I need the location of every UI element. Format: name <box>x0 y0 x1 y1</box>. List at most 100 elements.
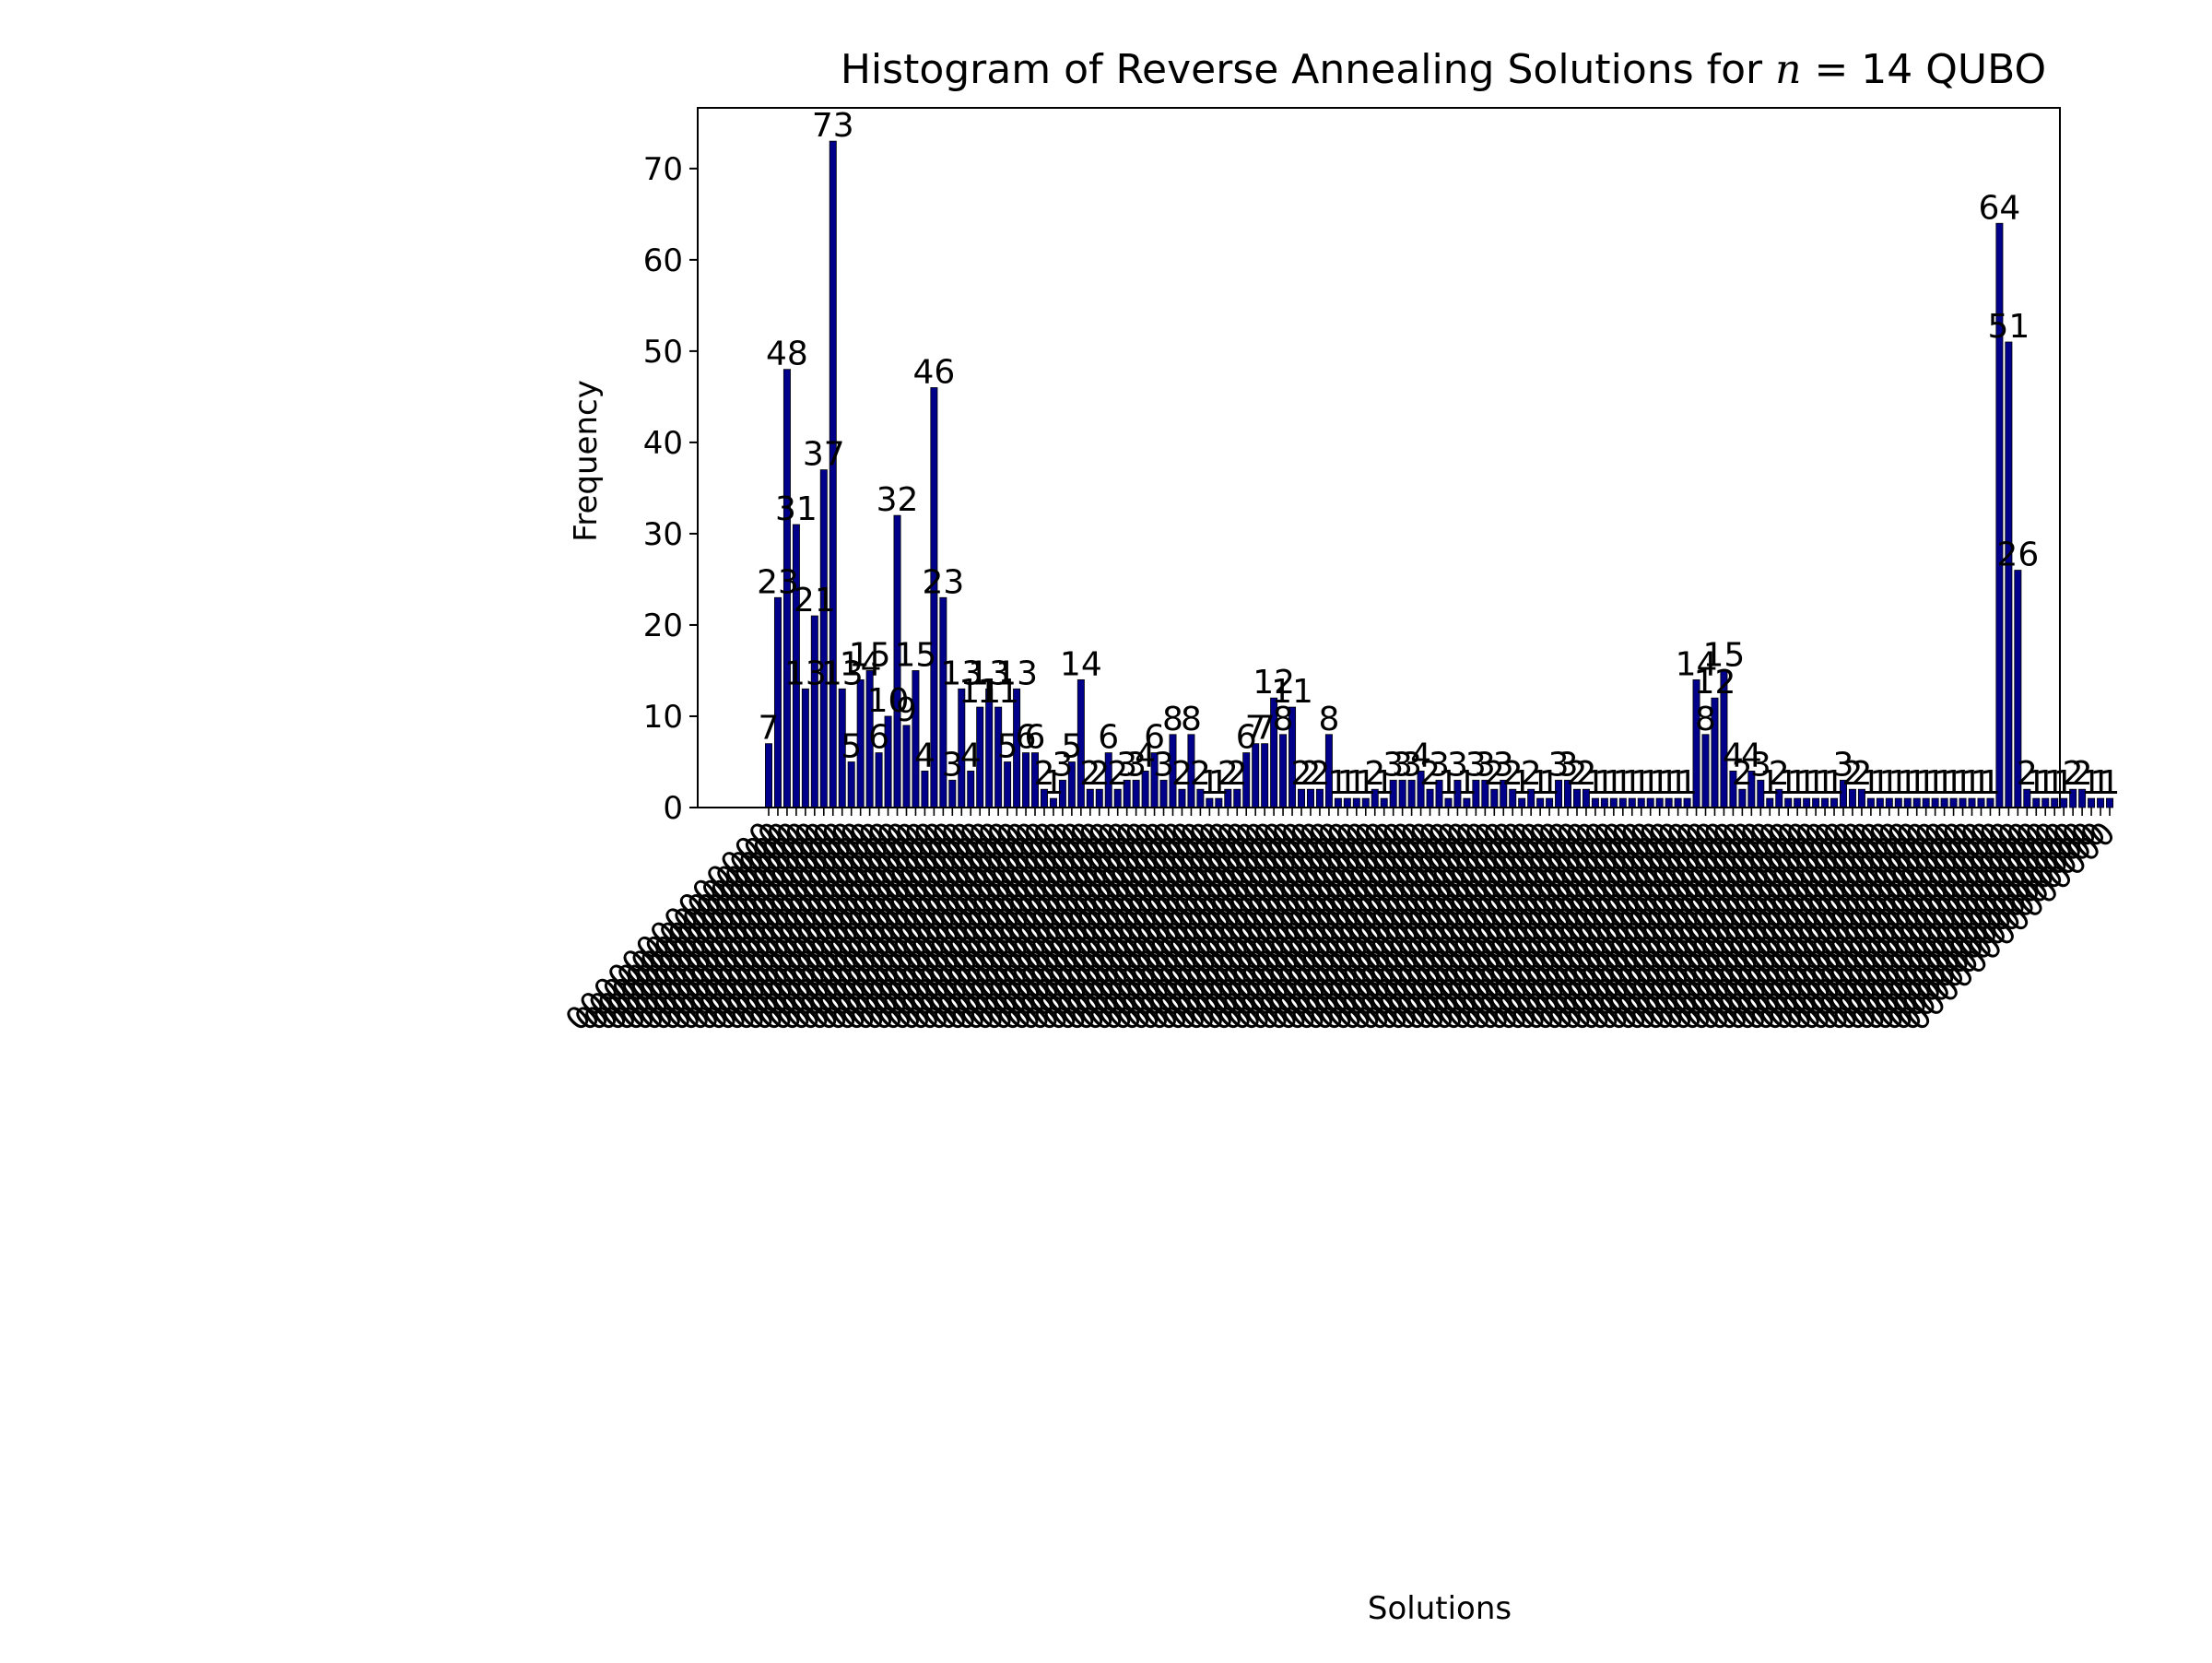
bar-value-label: 2 <box>2063 755 2084 793</box>
bar-value-label: 2 <box>1309 755 1330 793</box>
bar-value-label: 1 <box>1943 764 1964 802</box>
y-axis-label: Frequency <box>568 380 605 542</box>
bar-value-label: 51 <box>1987 308 2030 346</box>
bar-value-label: 2 <box>1732 755 1753 793</box>
bar <box>1159 779 1168 808</box>
bar <box>967 770 975 808</box>
bar-value-label: 2 <box>1079 755 1100 793</box>
bar-value-label: 3 <box>1558 746 1579 784</box>
bar-value-label: 3 <box>1465 746 1487 784</box>
bar-value-label: 1 <box>1438 764 1459 802</box>
y-tick-label: 40 <box>643 425 683 462</box>
y-tick-label: 10 <box>643 699 683 736</box>
bar-value-label: 6 <box>868 719 889 757</box>
bar-value-label: 2 <box>1190 755 1211 793</box>
bar-value-label: 2 <box>1842 755 1864 793</box>
bar-value-label: 2 <box>1484 755 1505 793</box>
bar-value-label: 1 <box>2090 764 2112 802</box>
bar-value-label: 1 <box>1539 764 1560 802</box>
bar-value-label: 1 <box>1924 764 1946 802</box>
bar-value-labels: 7234831132137731351415610329154462331341… <box>757 107 2120 802</box>
bar-value-label: 7 <box>1254 710 1276 748</box>
bar-value-label: 5 <box>841 727 862 765</box>
bar-series <box>765 140 2113 808</box>
bar-value-label: 1 <box>2053 764 2075 802</box>
bar-value-label: 1 <box>1952 764 1973 802</box>
bar-value-label: 12 <box>1694 664 1736 702</box>
bar-value-label: 3 <box>1401 746 1422 784</box>
bar-value-label: 8 <box>1181 701 1202 738</box>
x-axis: 0000000000000000000000000000000000000000… <box>559 808 2123 1039</box>
bar-value-label: 2 <box>1291 755 1312 793</box>
bar-value-label: 2 <box>2017 755 2038 793</box>
bar-value-label: 11 <box>959 673 1001 711</box>
y-tick-label: 70 <box>643 151 683 188</box>
bar <box>810 615 818 808</box>
chart-title-math-rest: = 14 QUBO <box>1801 46 2046 93</box>
bar <box>1701 734 1710 808</box>
bar <box>801 688 809 808</box>
bar-value-label: 8 <box>1273 701 1294 738</box>
bar-value-label: 7 <box>1245 710 1266 748</box>
bar-value-label: 1 <box>1621 764 1642 802</box>
bar <box>921 770 929 808</box>
bar-value-label: 6 <box>1098 719 1119 757</box>
bar-value-label: 4 <box>1723 737 1744 774</box>
bar-value-label: 15 <box>895 636 937 674</box>
y-tick-label: 60 <box>643 242 683 279</box>
bar-value-label: 1 <box>1208 764 1230 802</box>
bar-value-label: 2 <box>1227 755 1248 793</box>
bar-value-label: 3 <box>942 746 963 784</box>
bar <box>819 469 828 808</box>
bar-value-label: 3 <box>1447 746 1468 784</box>
bar-value-label: 1 <box>1824 764 1845 802</box>
x-axis-label: Solutions <box>1368 1590 1512 1627</box>
bar-value-label: 5 <box>997 727 1018 765</box>
bar-value-label: 7 <box>759 710 780 748</box>
bar-value-label: 2 <box>1107 755 1128 793</box>
bar-value-label: 2 <box>1034 755 1055 793</box>
bar <box>902 725 911 808</box>
bar-value-label: 10 <box>867 682 910 720</box>
bar-value-label: 1 <box>1456 764 1477 802</box>
bar-value-label: 2 <box>1218 755 1239 793</box>
bar-value-label: 32 <box>877 481 919 519</box>
bar-value-label: 26 <box>1996 537 2039 574</box>
bar <box>1132 779 1140 808</box>
bar-value-label: 8 <box>1318 701 1339 738</box>
bar-value-label: 64 <box>1979 189 2021 227</box>
bar-value-label: 1 <box>1336 764 1358 802</box>
bar-value-label: 1 <box>1346 764 1367 802</box>
bar-value-label: 3 <box>1052 746 1073 784</box>
bar-value-label: 4 <box>1741 737 1762 774</box>
bar <box>1022 752 1030 808</box>
plot-frame <box>697 107 2061 808</box>
bar-value-label: 4 <box>1410 737 1431 774</box>
bar <box>829 140 837 808</box>
bar-value-label: 6 <box>1144 719 1165 757</box>
bar <box>765 743 772 808</box>
bar-value-label: 73 <box>812 107 854 145</box>
bar-value-label: 8 <box>1695 701 1716 738</box>
bar-value-label: 3 <box>1429 746 1450 784</box>
bar-value-label: 6 <box>1025 719 1046 757</box>
bar-value-label: 1 <box>1355 764 1376 802</box>
bar-value-label: 1 <box>1630 764 1652 802</box>
bar-value-label: 13 <box>821 655 864 692</box>
bar-value-label: 5 <box>1061 727 1082 765</box>
bar <box>1279 734 1288 808</box>
bar-value-label: 1 <box>1860 764 1881 802</box>
bar-value-label: 31 <box>775 490 818 528</box>
bar-value-label: 1 <box>2100 764 2121 802</box>
bar-value-label: 1 <box>1971 764 1992 802</box>
bar-value-label: 2 <box>1567 755 1588 793</box>
bar-value-label: 23 <box>922 563 964 601</box>
bar-value-label: 37 <box>803 436 845 474</box>
bar-value-label: 3 <box>1392 746 1413 784</box>
bar-value-label: 1 <box>1906 764 1927 802</box>
bar-value-label: 15 <box>1703 636 1746 674</box>
bar <box>2005 341 2013 808</box>
bar-value-label: 21 <box>794 582 836 619</box>
